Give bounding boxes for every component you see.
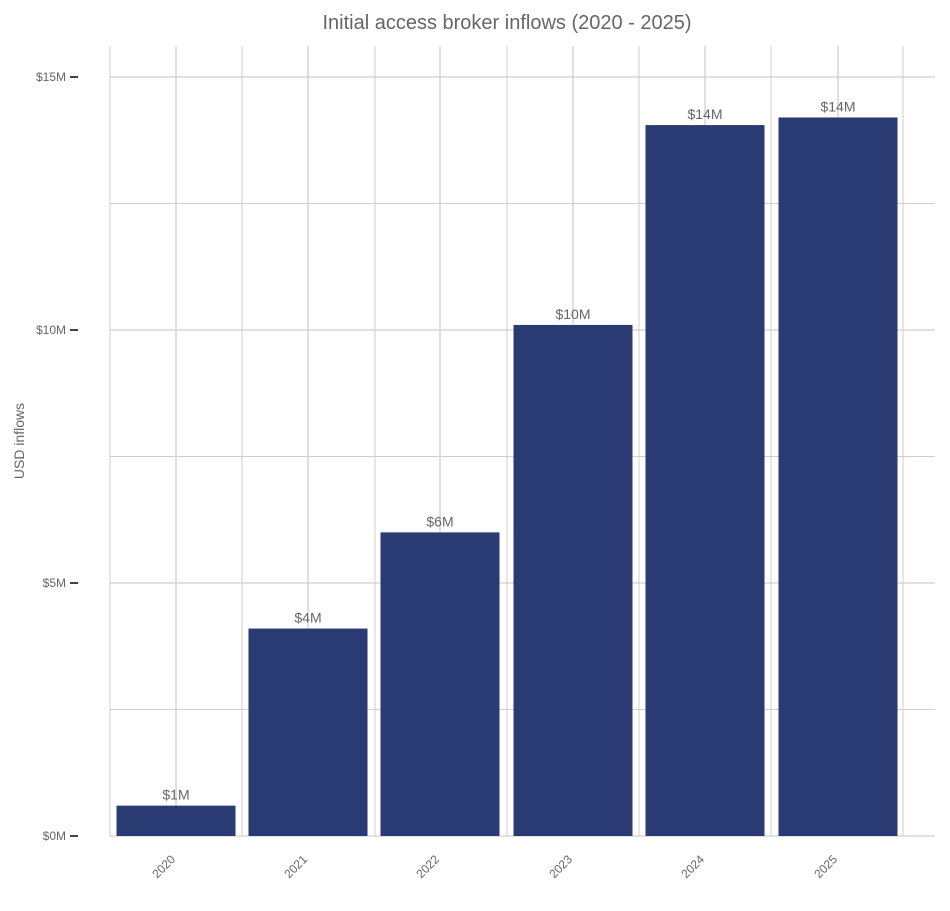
y-tick-label: $10M <box>36 323 66 337</box>
data-label-2021: $4M <box>294 610 321 626</box>
x-tick-label-2025: 2025 <box>811 852 840 881</box>
x-tick-label-2021: 2021 <box>281 852 310 881</box>
bar-2020 <box>116 805 236 836</box>
data-label-2023: $10M <box>555 306 590 322</box>
y-axis-label: USD inflows <box>11 403 27 479</box>
y-tick-label: $0M <box>43 829 66 843</box>
axis-layer: $0M $5M $10M $15M <box>36 70 78 843</box>
bar-2024 <box>645 125 765 836</box>
x-tick-label-2020: 2020 <box>149 852 178 881</box>
bar-2021 <box>248 628 368 836</box>
x-tick-label-2022: 2022 <box>413 852 442 881</box>
data-label-2022: $6M <box>426 513 453 529</box>
y-tick-label: $15M <box>36 70 66 84</box>
x-tick-label-2023: 2023 <box>546 852 575 881</box>
chart-title: Initial access broker inflows (2020 - 20… <box>322 12 691 34</box>
data-label-2020: $1M <box>162 787 189 803</box>
data-label-2024: $14M <box>687 106 722 122</box>
bar-2025 <box>778 117 898 837</box>
x-tick-label-2024: 2024 <box>678 852 707 881</box>
data-label-2025: $14M <box>820 98 855 114</box>
bars-layer <box>116 117 898 837</box>
bar-2022 <box>380 532 500 836</box>
bar-2023 <box>513 324 633 836</box>
y-tick-label: $5M <box>43 576 66 590</box>
